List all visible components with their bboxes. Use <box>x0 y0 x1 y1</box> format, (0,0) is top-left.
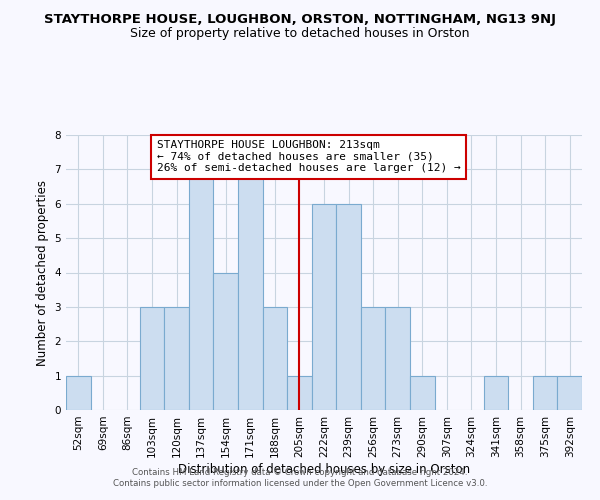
Bar <box>361 307 385 410</box>
Bar <box>164 307 189 410</box>
Bar <box>336 204 361 410</box>
Bar <box>214 272 238 410</box>
X-axis label: Distribution of detached houses by size in Orston: Distribution of detached houses by size … <box>178 462 470 475</box>
Bar <box>312 204 336 410</box>
Bar <box>557 376 582 410</box>
Bar <box>533 376 557 410</box>
Bar <box>189 170 214 410</box>
Bar <box>287 376 312 410</box>
Bar <box>140 307 164 410</box>
Bar <box>238 170 263 410</box>
Text: Contains HM Land Registry data © Crown copyright and database right 2024.
Contai: Contains HM Land Registry data © Crown c… <box>113 468 487 487</box>
Bar <box>66 376 91 410</box>
Bar <box>385 307 410 410</box>
Bar <box>484 376 508 410</box>
Y-axis label: Number of detached properties: Number of detached properties <box>36 180 49 366</box>
Bar <box>410 376 434 410</box>
Text: Size of property relative to detached houses in Orston: Size of property relative to detached ho… <box>130 28 470 40</box>
Text: STAYTHORPE HOUSE LOUGHBON: 213sqm
← 74% of detached houses are smaller (35)
26% : STAYTHORPE HOUSE LOUGHBON: 213sqm ← 74% … <box>157 140 461 173</box>
Text: STAYTHORPE HOUSE, LOUGHBON, ORSTON, NOTTINGHAM, NG13 9NJ: STAYTHORPE HOUSE, LOUGHBON, ORSTON, NOTT… <box>44 12 556 26</box>
Bar <box>263 307 287 410</box>
